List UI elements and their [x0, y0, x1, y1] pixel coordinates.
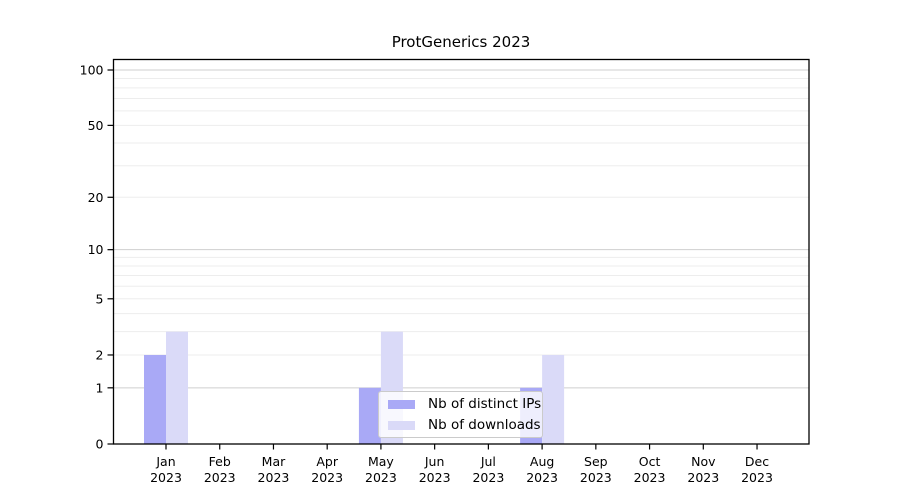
x-tick-label-month: May: [368, 454, 394, 469]
legend: Nb of distinct IPs Nb of downloads: [378, 391, 543, 438]
x-tick-label-month: Feb: [209, 454, 231, 469]
x-tick-label-year: 2023: [204, 470, 236, 485]
legend-swatch-downloads: [388, 420, 415, 430]
y-tick-label: 2: [96, 347, 104, 362]
x-tick-label-month: Sep: [584, 454, 608, 469]
x-tick-label-year: 2023: [580, 470, 612, 485]
x-tick-label-year: 2023: [258, 470, 290, 485]
y-tick-label: 10: [88, 242, 104, 257]
x-tick-label-month: Jul: [480, 454, 496, 469]
x-tick-label-year: 2023: [526, 470, 558, 485]
x-tick-label-year: 2023: [634, 470, 666, 485]
y-tick-label: 100: [80, 63, 104, 78]
x-tick-label-year: 2023: [311, 470, 343, 485]
x-tick-label-year: 2023: [472, 470, 504, 485]
x-tick-label-month: Jan: [155, 454, 175, 469]
x-tick-label-month: Nov: [691, 454, 716, 469]
plot-border: [112, 58, 810, 445]
x-tick-label-month: Oct: [639, 454, 661, 469]
bar-distinct-ips-may: [358, 387, 381, 444]
x-tick-label-year: 2023: [419, 470, 451, 485]
x-tick-label-year: 2023: [741, 470, 773, 485]
x-tick-label-year: 2023: [150, 470, 182, 485]
y-tick-label: 0: [96, 437, 104, 452]
legend-label-distinct-ips: Nb of distinct IPs: [428, 396, 542, 412]
x-tick-label-month: Jun: [424, 454, 445, 469]
x-tick-label-month: Apr: [316, 454, 338, 469]
y-tick-label: 20: [88, 190, 104, 205]
y-tick-label: 50: [88, 118, 104, 133]
x-tick-label-month: Aug: [530, 454, 554, 469]
legend-row-downloads: Nb of downloads: [388, 417, 541, 433]
x-tick-label-month: Dec: [745, 454, 769, 469]
y-tick-label: 5: [96, 291, 104, 306]
x-tick-label-year: 2023: [365, 470, 397, 485]
bar-downloads-aug: [542, 354, 565, 444]
bar-downloads-jan: [166, 331, 188, 444]
x-tick-label-year: 2023: [687, 470, 719, 485]
legend-swatch-distinct-ips: [388, 399, 415, 409]
y-tick-label: 1: [96, 380, 104, 395]
x-tick-label-month: Mar: [262, 454, 286, 469]
legend-label-downloads: Nb of downloads: [428, 417, 541, 433]
chart-title: ProtGenerics 2023: [391, 33, 531, 51]
bar-distinct-ips-jan: [144, 354, 166, 444]
legend-row-distinct-ips: Nb of distinct IPs: [388, 396, 541, 412]
